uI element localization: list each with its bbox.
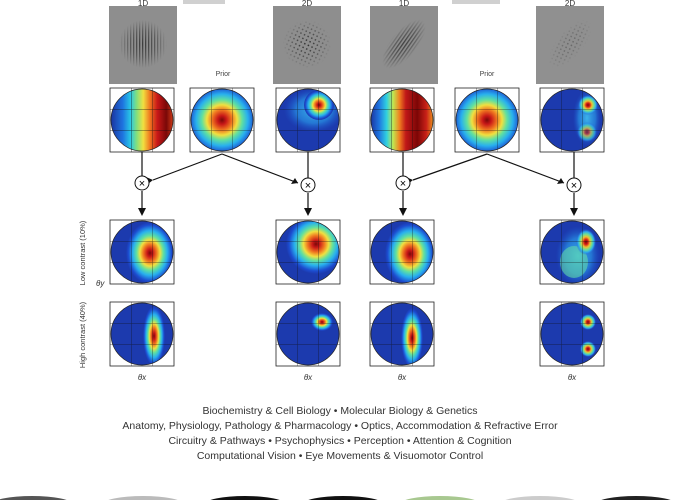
stimulus-image-2d-faint (536, 6, 604, 84)
likelihood-map-4 (539, 87, 605, 153)
stimulus-image-1d-oblique (370, 6, 438, 84)
prior-label-right: Prior (480, 71, 495, 78)
stimulus-label-1: 1D (138, 0, 148, 8)
topic-line-3: Circuitry & Pathways • Psychophysics • P… (168, 435, 512, 447)
posterior-high-2 (275, 301, 341, 367)
row-label-low-contrast: Low contrast (10%) (78, 220, 87, 285)
stimulus-label-2: 2D (302, 0, 312, 8)
topic-line-1: Biochemistry & Cell Biology • Molecular … (202, 405, 478, 417)
posterior-low-4 (539, 219, 605, 285)
multiply-operators: × × × × (134, 175, 582, 193)
axis-x-label-4: θx (568, 373, 577, 382)
posterior-high-3 (369, 301, 435, 367)
multiply-symbol-2: × (305, 180, 311, 192)
likelihood-map-2 (275, 87, 341, 153)
stimulus-image-1d-vertical (109, 6, 177, 84)
row-label-high-contrast: High contrast (40%) (78, 301, 87, 368)
likelihood-map-3 (369, 87, 435, 153)
posterior-high-1 (109, 301, 175, 367)
topic-line-2: Anatomy, Physiology, Pathology & Pharmac… (122, 420, 558, 432)
stimulus-image-2d-plaid (273, 6, 341, 84)
axis-y-label: θy (96, 279, 105, 288)
prior-map-2 (454, 87, 520, 153)
posterior-low-2 (275, 219, 341, 285)
multiply-symbol-4: × (571, 180, 577, 192)
posterior-low-1 (109, 219, 175, 285)
prior-label-left: Prior (216, 71, 231, 78)
posterior-low-3 (369, 219, 435, 285)
axis-x-label-3: θx (398, 373, 407, 382)
arrowheads (138, 177, 578, 216)
multiply-symbol-1: × (139, 178, 145, 190)
topic-line-4: Computational Vision • Eye Movements & V… (196, 450, 484, 462)
posterior-high-4 (539, 301, 605, 367)
stimulus-label-4: 2D (565, 0, 575, 8)
stimulus-label-3: 1D (399, 0, 409, 8)
axis-x-label-1: θx (138, 373, 147, 382)
prior-map-1 (189, 87, 255, 153)
bottom-thumbnail-strip (0, 496, 671, 500)
header-fragments (183, 0, 500, 4)
axis-x-label-2: θx (304, 373, 313, 382)
combination-connectors (141, 152, 575, 210)
likelihood-map-1 (109, 87, 175, 153)
multiply-symbol-3: × (400, 178, 406, 190)
